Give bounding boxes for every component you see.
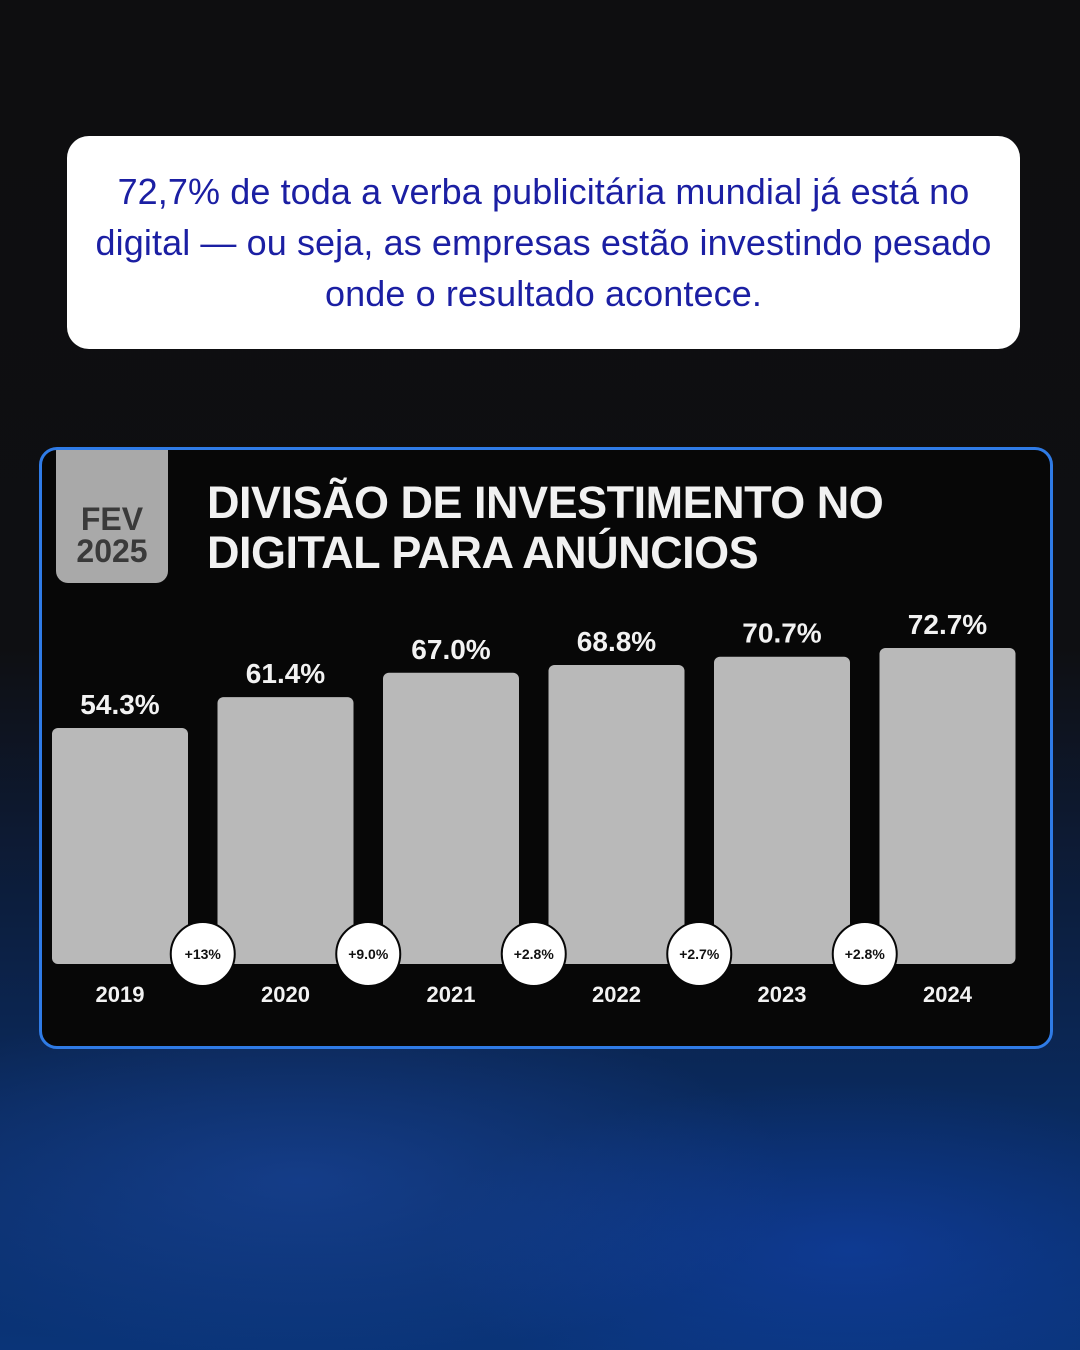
value-label-2024: 72.7% <box>908 609 987 640</box>
growth-label-4: +2.7% <box>679 946 720 962</box>
bar-2019 <box>52 727 188 964</box>
growth-badge-3 <box>500 921 567 987</box>
value-label-2022: 68.8% <box>577 626 656 657</box>
category-label-2021: 2021 <box>427 982 476 1007</box>
intro-text: 72,7% de toda a verba publicitária mundi… <box>95 171 992 314</box>
category-label-2020: 2020 <box>261 982 310 1007</box>
growth-label-3: +2.8% <box>514 946 555 962</box>
growth-badge-1 <box>169 921 236 987</box>
category-label-2023: 2023 <box>758 982 807 1007</box>
bar-2023 <box>714 656 850 964</box>
growth-badge-5 <box>831 921 898 987</box>
value-label-2020: 61.4% <box>246 658 325 689</box>
category-label-2024: 2024 <box>923 982 973 1007</box>
growth-label-5: +2.8% <box>845 946 886 962</box>
bar-2022 <box>548 664 685 964</box>
value-label-2021: 67.0% <box>411 634 490 665</box>
growth-badge-2 <box>335 921 402 987</box>
bar-2021 <box>383 672 519 964</box>
category-label-2022: 2022 <box>592 982 641 1007</box>
badge-month: FEV <box>80 501 144 537</box>
bar-chart: 54.3% 2019 61.4% 2020 67.0% 2021 68.8% 2022 70.7… <box>52 609 1016 1007</box>
bar-2024 <box>879 648 1016 964</box>
date-badge: FEV 2025 <box>56 450 168 583</box>
badge-year: 2025 <box>76 533 148 569</box>
intro-card: 72,7% de toda a verba publicitária mundi… <box>67 136 1020 349</box>
bar-2020 <box>217 697 354 964</box>
value-label-2019: 54.3% <box>80 689 159 720</box>
growth-label-2: +9.0% <box>348 946 389 962</box>
growth-badge-4 <box>666 921 733 987</box>
growth-label-1: +13% <box>185 946 222 962</box>
chart-title: DIVISÃO DE INVESTIMENTO NO DIGITAL PARA … <box>207 477 884 578</box>
value-label-2023: 70.7% <box>742 618 821 649</box>
category-label-2019: 2019 <box>96 982 145 1007</box>
chart-card: FEV 2025 DIVISÃO DE INVESTIMENTO NO DIGI… <box>39 447 1053 1049</box>
